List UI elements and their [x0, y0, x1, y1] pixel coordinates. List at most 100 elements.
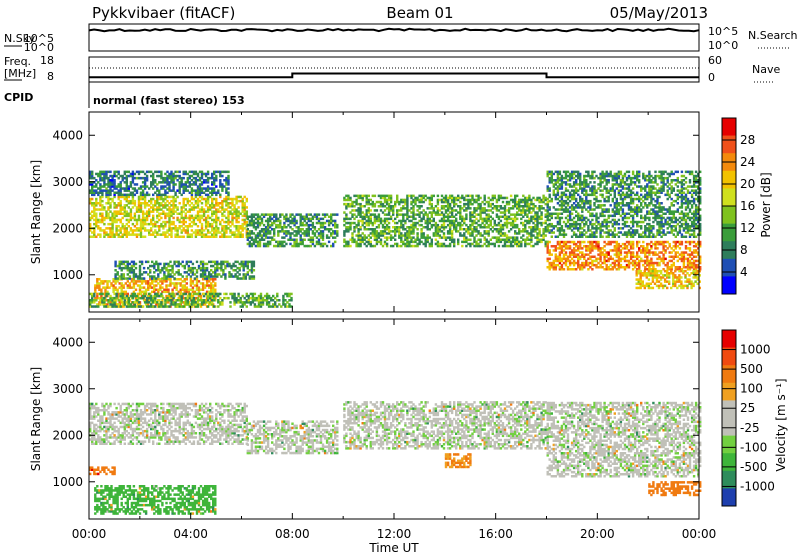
heatmap-cell — [225, 191, 228, 194]
heatmap-cell — [499, 194, 503, 198]
heatmap-cell — [113, 206, 116, 209]
heatmap-cell — [426, 196, 429, 200]
heatmap-cell — [299, 223, 302, 227]
heatmap-cell — [414, 240, 417, 244]
heatmap-cell — [186, 185, 189, 188]
heatmap-cell — [489, 219, 492, 223]
heatmap-cell — [123, 176, 126, 180]
heatmap-cell — [170, 292, 173, 296]
heatmap-cell — [293, 244, 296, 248]
heatmap-cell — [416, 244, 419, 248]
heatmap-cell — [99, 174, 102, 178]
heatmap-cell — [609, 242, 612, 246]
heatmap-cell — [151, 286, 154, 289]
heatmap-cell — [264, 236, 268, 239]
heatmap-cell — [455, 230, 458, 233]
heatmap-cell — [231, 199, 234, 203]
heatmap-cell — [241, 227, 244, 230]
heatmap-cell — [448, 230, 452, 233]
heatmap-cell — [101, 170, 104, 174]
heatmap-cell — [163, 275, 166, 278]
heatmap-cell — [127, 214, 130, 218]
heatmap-cell — [334, 230, 337, 233]
heatmap-cell — [237, 294, 240, 298]
heatmap-cell — [583, 263, 586, 267]
heatmap-cell — [89, 216, 92, 220]
heatmap-cell — [250, 230, 254, 233]
heatmap-cell — [416, 209, 419, 212]
heatmap-cell — [180, 212, 183, 215]
heatmap-cell — [591, 249, 594, 252]
heatmap-cell — [205, 266, 209, 270]
heatmap-cell — [305, 228, 308, 231]
heatmap-cell — [332, 219, 335, 223]
heatmap-cell — [107, 301, 110, 304]
heatmap-cell — [652, 251, 655, 254]
heatmap-cell — [221, 202, 224, 205]
heatmap-cell — [487, 223, 490, 227]
heatmap-cell — [420, 240, 423, 244]
heatmap-cell — [109, 183, 112, 186]
heatmap-cell — [256, 242, 260, 246]
heatmap-cell — [299, 215, 302, 218]
heatmap-cell — [349, 217, 352, 221]
heatmap-cell — [450, 215, 454, 218]
heatmap-cell — [168, 176, 171, 180]
heatmap-cell — [514, 200, 517, 204]
heatmap-cell — [638, 247, 641, 250]
heatmap-cell — [113, 233, 116, 236]
heatmap-cell — [552, 268, 555, 271]
heatmap-cell — [158, 174, 161, 178]
heatmap-cell — [188, 216, 191, 220]
heatmap-cell — [93, 208, 96, 211]
heatmap-cell — [422, 234, 425, 237]
heatmap-cell — [227, 179, 230, 182]
heatmap-cell — [243, 296, 246, 300]
heatmap-cell — [418, 194, 421, 198]
heatmap-cell — [168, 210, 171, 213]
heatmap-cell — [188, 191, 191, 194]
heatmap-cell — [369, 242, 372, 246]
heatmap-cell — [115, 233, 118, 236]
heatmap-cell — [100, 280, 103, 283]
heatmap-cell — [623, 257, 627, 261]
heatmap-cell — [156, 193, 159, 197]
heatmap-cell — [213, 305, 216, 308]
heatmap-cell — [422, 209, 425, 212]
heatmap-cell — [503, 207, 507, 210]
heatmap-cell — [121, 227, 124, 230]
heatmap-cell — [166, 296, 169, 300]
heatmap-cell — [271, 238, 274, 241]
heatmap-cell — [552, 259, 555, 263]
heatmap-cell — [469, 223, 472, 227]
heatmap-cell — [562, 242, 566, 246]
heatmap-cell — [141, 195, 145, 199]
heatmap-cell — [212, 271, 215, 274]
heatmap-cell — [343, 238, 346, 241]
heatmap-cell — [189, 271, 193, 274]
heatmap-cell — [153, 275, 156, 278]
heatmap-cell — [186, 225, 189, 228]
heatmap-cell — [357, 221, 360, 225]
heatmap-cell — [125, 199, 128, 203]
heatmap-cell — [179, 288, 182, 291]
heatmap-cell — [213, 172, 216, 176]
heatmap-cell — [629, 261, 633, 265]
heatmap-cell — [416, 234, 419, 237]
heatmap-cell — [613, 259, 616, 263]
heatmap-cell — [369, 240, 372, 244]
heatmap-cell — [379, 202, 383, 206]
heatmap-cell — [416, 205, 419, 208]
heatmap-cell — [239, 235, 242, 238]
heatmap-cell — [211, 187, 214, 190]
heatmap-cell — [181, 286, 184, 289]
heatmap-cell — [122, 305, 125, 308]
heatmap-cell — [285, 230, 288, 233]
heatmap-cell — [367, 202, 370, 206]
heatmap-cell — [194, 179, 198, 182]
heatmap-cell — [446, 232, 450, 235]
heatmap-cell — [89, 172, 92, 176]
heatmap-cell — [113, 193, 116, 197]
heatmap-cell — [283, 215, 286, 218]
heatmap-cell — [520, 205, 523, 208]
